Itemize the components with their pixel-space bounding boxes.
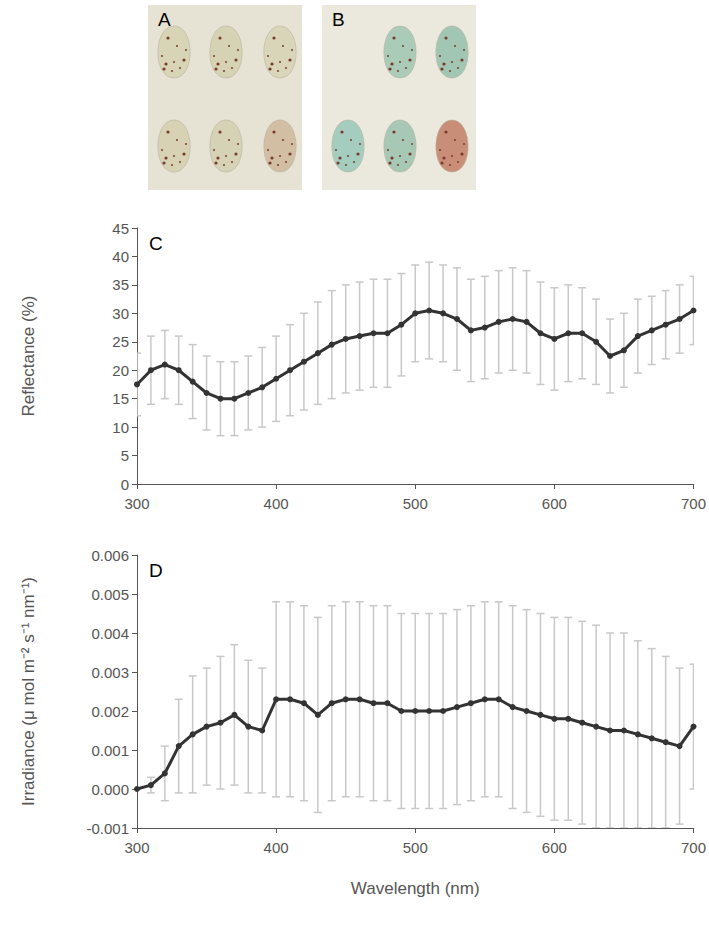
svg-text:40: 40 bbox=[112, 248, 129, 265]
svg-text:15: 15 bbox=[112, 390, 129, 407]
svg-text:25: 25 bbox=[112, 333, 129, 350]
svg-text:Irradiance (μ mol m⁻² s⁻¹ nm⁻¹: Irradiance (μ mol m⁻² s⁻¹ nm⁻¹) bbox=[19, 577, 38, 806]
svg-text:C: C bbox=[149, 233, 163, 254]
svg-text:0.006: 0.006 bbox=[91, 547, 129, 564]
svg-text:D: D bbox=[149, 560, 163, 581]
svg-text:45: 45 bbox=[112, 220, 129, 237]
svg-text:0.001: 0.001 bbox=[91, 742, 129, 759]
svg-text:0.004: 0.004 bbox=[91, 625, 129, 642]
svg-text:500: 500 bbox=[403, 839, 428, 856]
svg-text:B: B bbox=[332, 9, 345, 30]
svg-text:0.003: 0.003 bbox=[91, 664, 129, 681]
svg-text:-0.001: -0.001 bbox=[86, 820, 129, 837]
svg-text:700: 700 bbox=[681, 839, 706, 856]
svg-text:600: 600 bbox=[542, 839, 567, 856]
svg-text:35: 35 bbox=[112, 276, 129, 293]
svg-text:600: 600 bbox=[542, 495, 567, 512]
svg-text:700: 700 bbox=[681, 495, 706, 512]
svg-text:20: 20 bbox=[112, 362, 129, 379]
svg-text:30: 30 bbox=[112, 305, 129, 322]
svg-text:10: 10 bbox=[112, 419, 129, 436]
svg-text:0.000: 0.000 bbox=[91, 781, 129, 798]
svg-text:0.002: 0.002 bbox=[91, 703, 129, 720]
svg-text:300: 300 bbox=[124, 839, 149, 856]
svg-text:300: 300 bbox=[124, 495, 149, 512]
svg-text:Wavelength (nm): Wavelength (nm) bbox=[351, 879, 480, 898]
svg-text:400: 400 bbox=[264, 495, 289, 512]
svg-text:A: A bbox=[158, 9, 171, 30]
svg-text:Reflectance (%): Reflectance (%) bbox=[19, 296, 38, 417]
svg-text:0: 0 bbox=[121, 476, 129, 493]
svg-text:500: 500 bbox=[403, 495, 428, 512]
svg-text:5: 5 bbox=[121, 447, 129, 464]
svg-text:0.005: 0.005 bbox=[91, 586, 129, 603]
svg-text:400: 400 bbox=[264, 839, 289, 856]
